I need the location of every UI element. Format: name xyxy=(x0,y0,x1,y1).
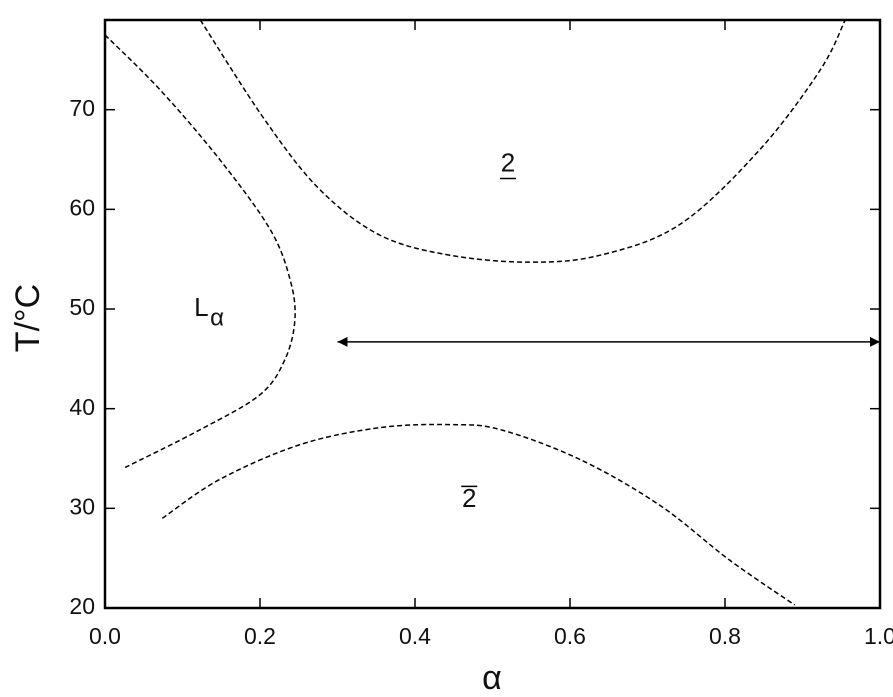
plot-frame xyxy=(103,18,882,610)
x-tick-label: 1.0 xyxy=(864,623,893,649)
y-tick-label: 40 xyxy=(69,394,95,420)
y-tick-label: 50 xyxy=(69,294,95,320)
x-axis-label: α xyxy=(482,659,502,697)
y-tick-label: 70 xyxy=(69,95,95,121)
x-tick-label: 0.8 xyxy=(709,623,741,649)
region-label: L xyxy=(194,292,208,322)
x-tick-label: 0.0 xyxy=(89,623,121,649)
y-axis-label: T/°C xyxy=(9,284,47,352)
x-tick-label: 0.2 xyxy=(244,623,276,649)
x-tick-label: 0.4 xyxy=(399,623,431,649)
y-tick-label: 30 xyxy=(69,493,95,519)
region-label: 2 xyxy=(501,147,515,177)
y-tick-label: 60 xyxy=(69,194,95,220)
boundary-curve xyxy=(161,423,796,606)
boundary-curve xyxy=(199,19,846,263)
x-tick-label: 0.6 xyxy=(554,623,586,649)
region-label: 2 xyxy=(462,483,476,513)
y-tick-label: 20 xyxy=(69,593,95,619)
region-label-subscript: α xyxy=(210,304,224,331)
boundary-curve xyxy=(104,34,296,469)
